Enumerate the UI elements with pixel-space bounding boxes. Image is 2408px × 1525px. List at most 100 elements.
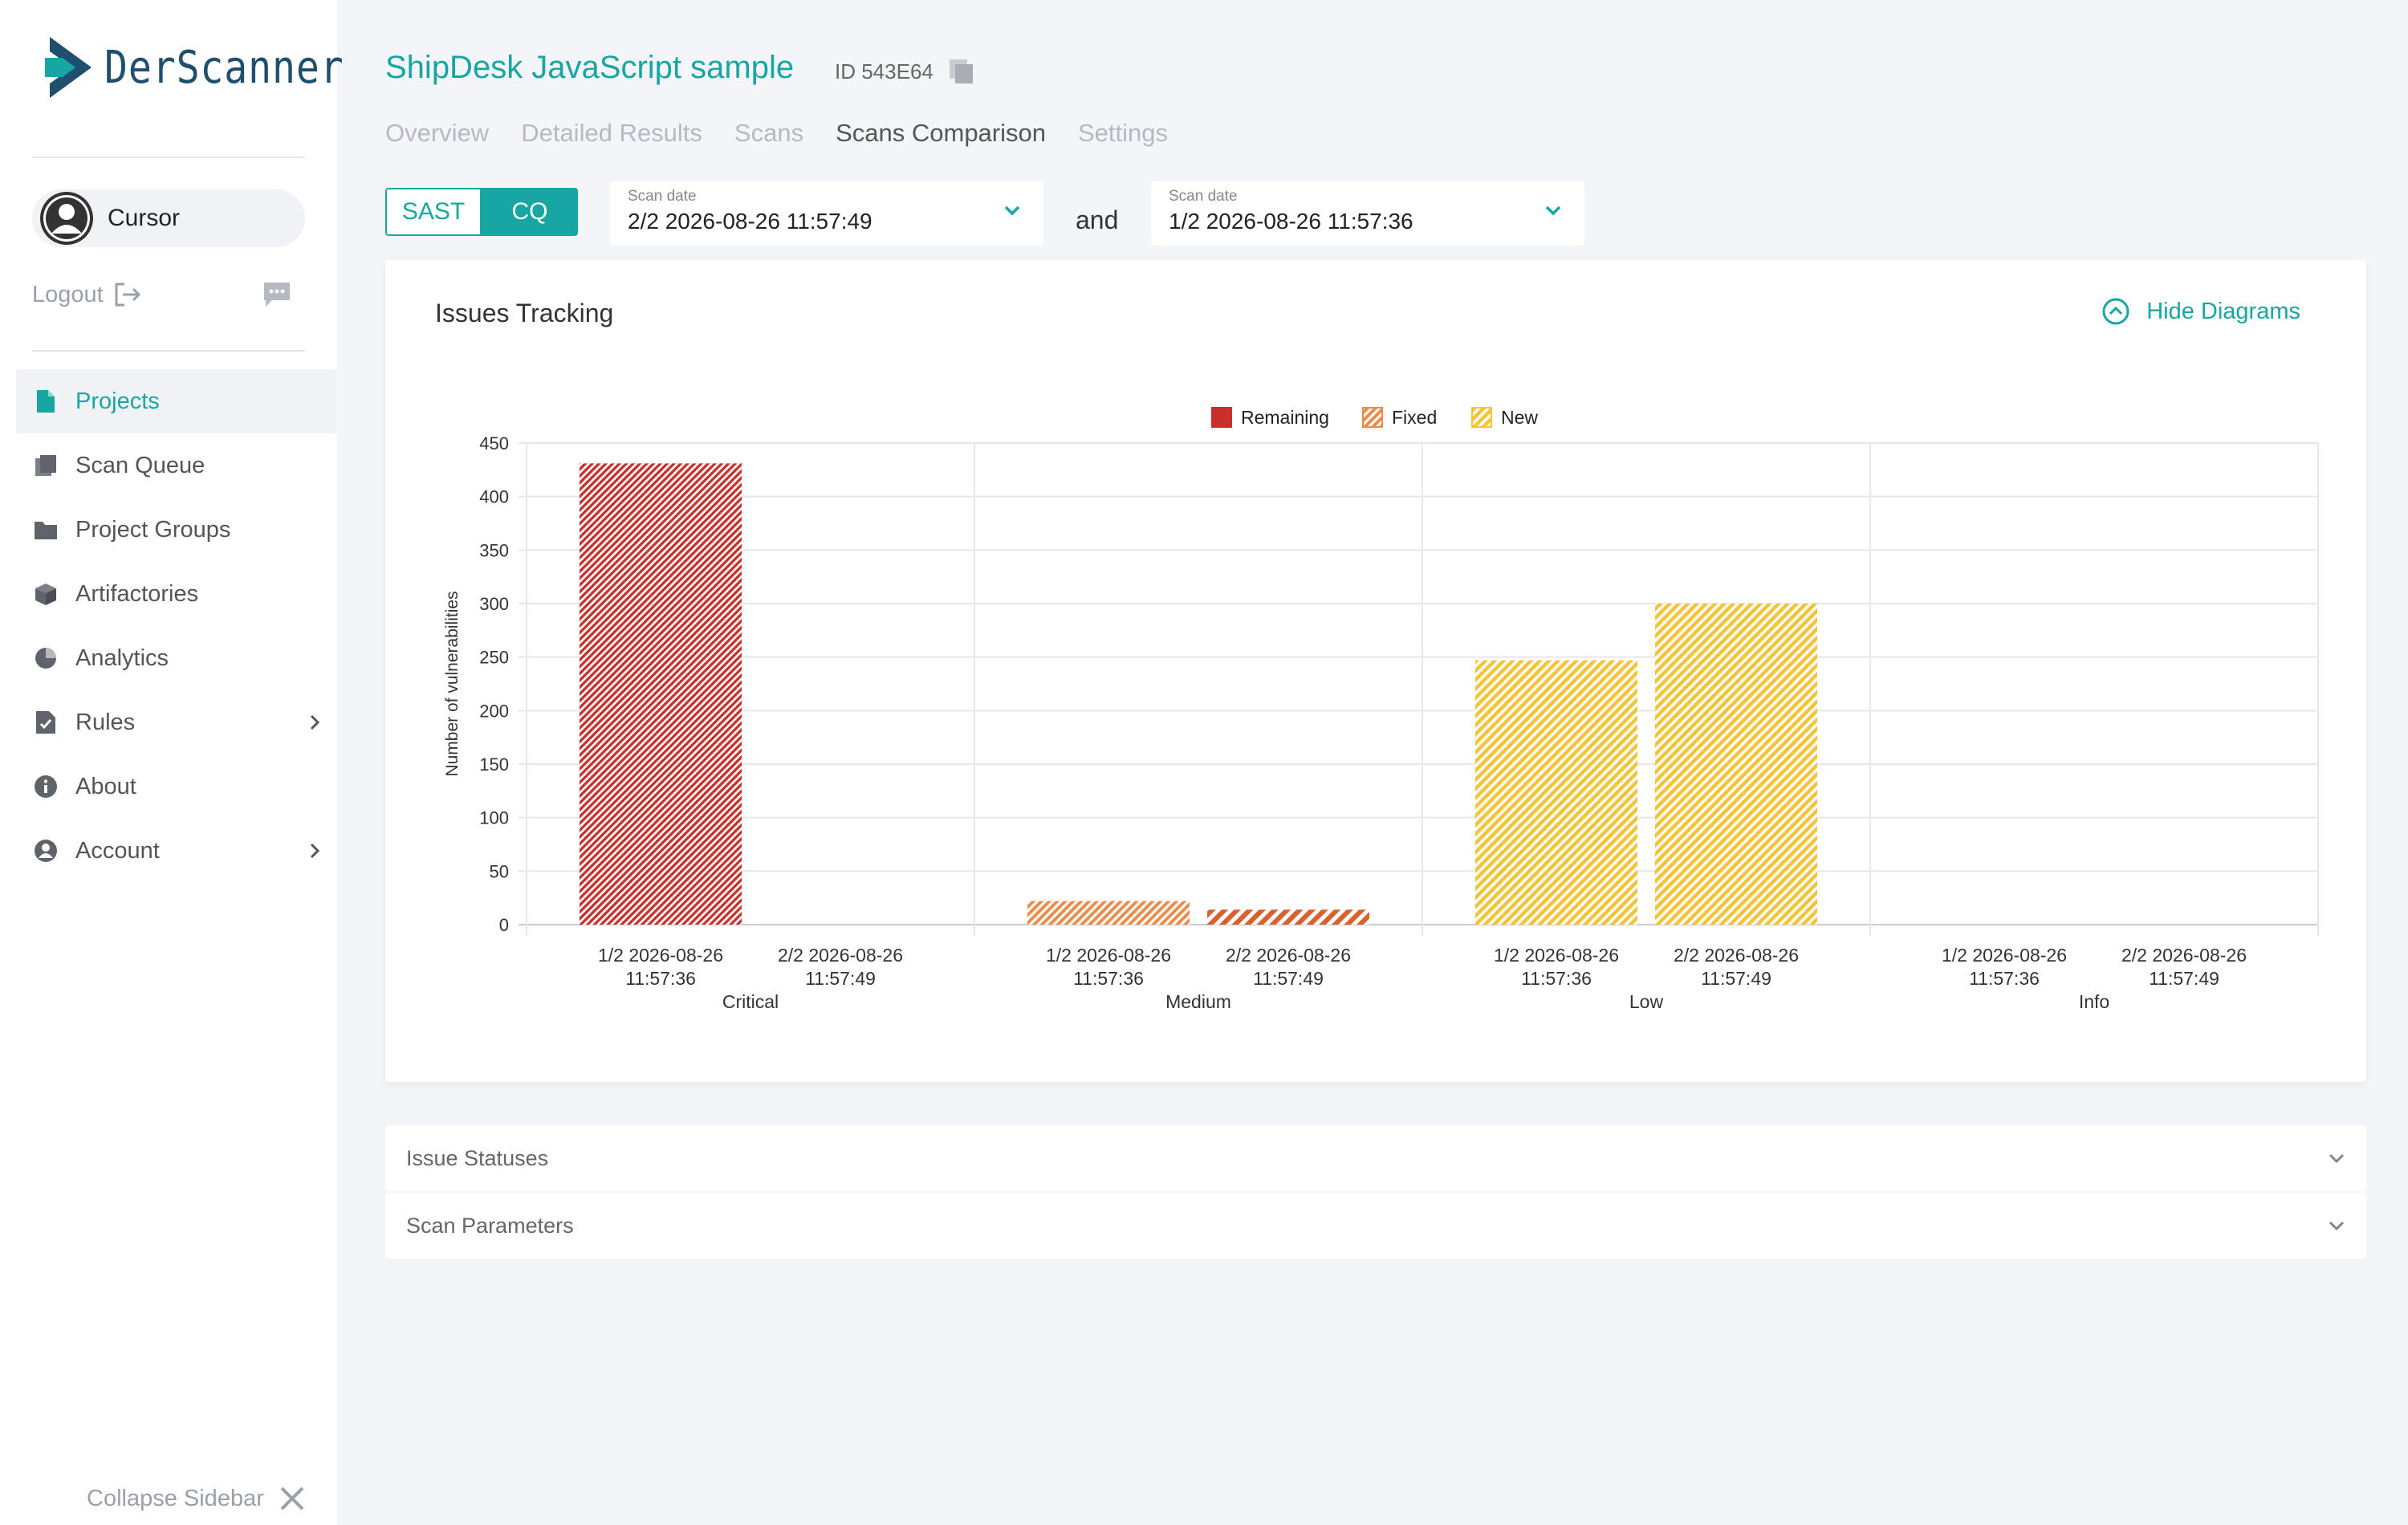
x-tick-label: 1/2 2026-08-26 bbox=[1494, 945, 1619, 966]
scan-date-select-first[interactable]: Scan date 2/2 2026-08-26 11:57:49 bbox=[610, 181, 1043, 246]
y-tick-label: 150 bbox=[479, 754, 509, 775]
x-tick-label: 11:57:49 bbox=[1253, 968, 1324, 989]
sidebar-item-label: About bbox=[75, 773, 136, 799]
bar-medium-scan1 bbox=[1027, 901, 1190, 925]
y-tick-label: 0 bbox=[499, 915, 509, 935]
x-tick-label: 1/2 2026-08-26 bbox=[598, 945, 723, 966]
category-label: Medium bbox=[1165, 991, 1231, 1012]
x-tick-label: 11:57:36 bbox=[1073, 968, 1144, 989]
tab-scans[interactable]: Scans bbox=[734, 119, 804, 147]
x-tick-label: 11:57:36 bbox=[1521, 968, 1592, 989]
sidebar-item-label: Scan Queue bbox=[75, 452, 205, 478]
box-icon bbox=[32, 580, 59, 608]
y-tick-label: 300 bbox=[479, 594, 509, 614]
bar-critical-scan1 bbox=[580, 463, 742, 925]
issues-tracking-card: Issues Tracking Hide Diagrams 0 50 100 150 2… bbox=[385, 260, 2366, 1082]
x-tick-label: 2/2 2026-08-26 bbox=[1226, 945, 1351, 966]
sidebar-item-analytics[interactable]: Analytics bbox=[16, 626, 337, 690]
sidebar-item-label: Analytics bbox=[75, 645, 169, 671]
y-tick-label: 450 bbox=[479, 433, 509, 453]
account-icon bbox=[32, 837, 59, 864]
sidebar-item-rules[interactable]: Rules bbox=[16, 690, 337, 754]
chevron-down-icon bbox=[2329, 1221, 2345, 1231]
page-title: ShipDesk JavaScript sample bbox=[385, 50, 795, 85]
x-tick-label: 11:57:49 bbox=[805, 968, 876, 989]
y-tick-label: 250 bbox=[479, 648, 509, 668]
chevron-down-icon bbox=[2329, 1153, 2345, 1164]
tab-overview[interactable]: Overview bbox=[385, 119, 490, 147]
y-tick-label: 50 bbox=[490, 861, 509, 881]
sidebar-item-scan-queue[interactable]: Scan Queue bbox=[16, 433, 337, 498]
legend-label: New bbox=[1501, 407, 1538, 428]
sidebar-item-account[interactable]: Account bbox=[16, 819, 337, 883]
chevron-right-icon bbox=[310, 714, 320, 730]
x-tick-label: 11:57:36 bbox=[1969, 968, 2040, 989]
legend-swatch bbox=[1211, 407, 1232, 428]
x-tick-label: 11:57:49 bbox=[1701, 968, 1771, 989]
scan-queue-icon bbox=[32, 452, 59, 479]
y-tick-label: 200 bbox=[479, 701, 509, 721]
scan-date-label: Scan date bbox=[628, 188, 697, 205]
category-label: Low bbox=[1629, 991, 1664, 1012]
x-tick-label: 2/2 2026-08-26 bbox=[1674, 945, 1799, 966]
y-tick-label: 100 bbox=[479, 808, 509, 828]
tab-detailed-results[interactable]: Detailed Results bbox=[521, 119, 702, 147]
x-tick-label: 1/2 2026-08-26 bbox=[1046, 945, 1171, 966]
chevron-down-icon bbox=[1004, 205, 1020, 216]
derscanner-logo-icon bbox=[45, 37, 92, 98]
project-tabs: Overview Detailed Results Scans Scans Co… bbox=[385, 119, 1200, 148]
and-label: and bbox=[1076, 205, 1119, 234]
project-id: ID 543E64 bbox=[835, 58, 975, 85]
sidebar-item-about[interactable]: About bbox=[16, 754, 337, 819]
tab-settings[interactable]: Settings bbox=[1078, 119, 1169, 147]
y-tick-label: 400 bbox=[479, 487, 509, 507]
chevron-down-icon bbox=[1545, 205, 1561, 216]
scan-date-label: Scan date bbox=[1169, 188, 1238, 205]
user-name: Cursor bbox=[108, 205, 181, 231]
sidebar-item-label: Artifactories bbox=[75, 580, 199, 607]
user-profile[interactable]: Cursor bbox=[32, 189, 305, 247]
issues-bar-chart: 0 50 100 150 200 250 300 350 400 450 Number of vul… bbox=[443, 407, 2319, 1012]
x-tick-label: 2/2 2026-08-26 bbox=[2121, 945, 2247, 966]
project-id-label: ID 543E64 bbox=[835, 59, 934, 83]
logout-icon bbox=[115, 283, 140, 307]
sidebar-item-label: Project Groups bbox=[75, 516, 231, 543]
info-icon bbox=[32, 773, 59, 800]
sidebar-item-label: Projects bbox=[75, 388, 160, 414]
pie-chart-icon bbox=[32, 645, 59, 672]
close-icon bbox=[280, 1486, 304, 1511]
tab-scans-comparison[interactable]: Scans Comparison bbox=[836, 119, 1046, 147]
legend-label: Remaining bbox=[1241, 407, 1329, 428]
bar-low-scan1 bbox=[1475, 660, 1637, 925]
sidebar-item-projects[interactable]: Projects bbox=[16, 369, 337, 433]
analysis-type-toggle: SAST CQ bbox=[385, 188, 578, 236]
scan-date-value: 2/2 2026-08-26 11:57:49 bbox=[628, 209, 872, 234]
sidebar-divider bbox=[32, 350, 305, 352]
chat-icon[interactable] bbox=[262, 281, 291, 308]
scan-parameters-accordion[interactable]: Scan Parameters bbox=[385, 1193, 2366, 1259]
legend-label: Fixed bbox=[1392, 407, 1437, 428]
accordion-label: Scan Parameters bbox=[406, 1213, 574, 1238]
collapse-sidebar-label: Collapse Sidebar bbox=[87, 1485, 264, 1511]
sast-toggle-button[interactable]: SAST bbox=[385, 188, 482, 236]
card-title: Issues Tracking bbox=[435, 299, 614, 327]
category-label: Critical bbox=[722, 991, 779, 1012]
cq-toggle-button[interactable]: CQ bbox=[482, 188, 578, 236]
sidebar-item-artifactories[interactable]: Artifactories bbox=[16, 562, 337, 626]
sidebar-item-project-groups[interactable]: Project Groups bbox=[16, 498, 337, 562]
sidebar-divider bbox=[32, 157, 305, 158]
collapse-sidebar-button[interactable]: Collapse Sidebar bbox=[87, 1485, 306, 1512]
rules-icon bbox=[32, 709, 59, 736]
scan-date-select-second[interactable]: Scan date 1/2 2026-08-26 11:57:36 bbox=[1151, 181, 1584, 246]
scan-date-value: 1/2 2026-08-26 11:57:36 bbox=[1169, 209, 1413, 234]
bar-medium-scan2 bbox=[1207, 909, 1369, 925]
category-label: Info bbox=[2079, 991, 2109, 1012]
logout-button[interactable]: Logout bbox=[32, 281, 142, 308]
sidebar-nav: Projects Scan Queue Project Groups Artif… bbox=[16, 369, 337, 883]
x-tick-label: 1/2 2026-08-26 bbox=[1942, 945, 2067, 966]
issue-statuses-accordion[interactable]: Issue Statuses bbox=[385, 1125, 2366, 1191]
copy-icon[interactable] bbox=[948, 58, 975, 85]
hide-diagrams-button[interactable]: Hide Diagrams bbox=[2101, 297, 2300, 326]
sidebar-item-label: Account bbox=[75, 837, 160, 864]
logo[interactable]: DerScanner bbox=[45, 32, 383, 103]
